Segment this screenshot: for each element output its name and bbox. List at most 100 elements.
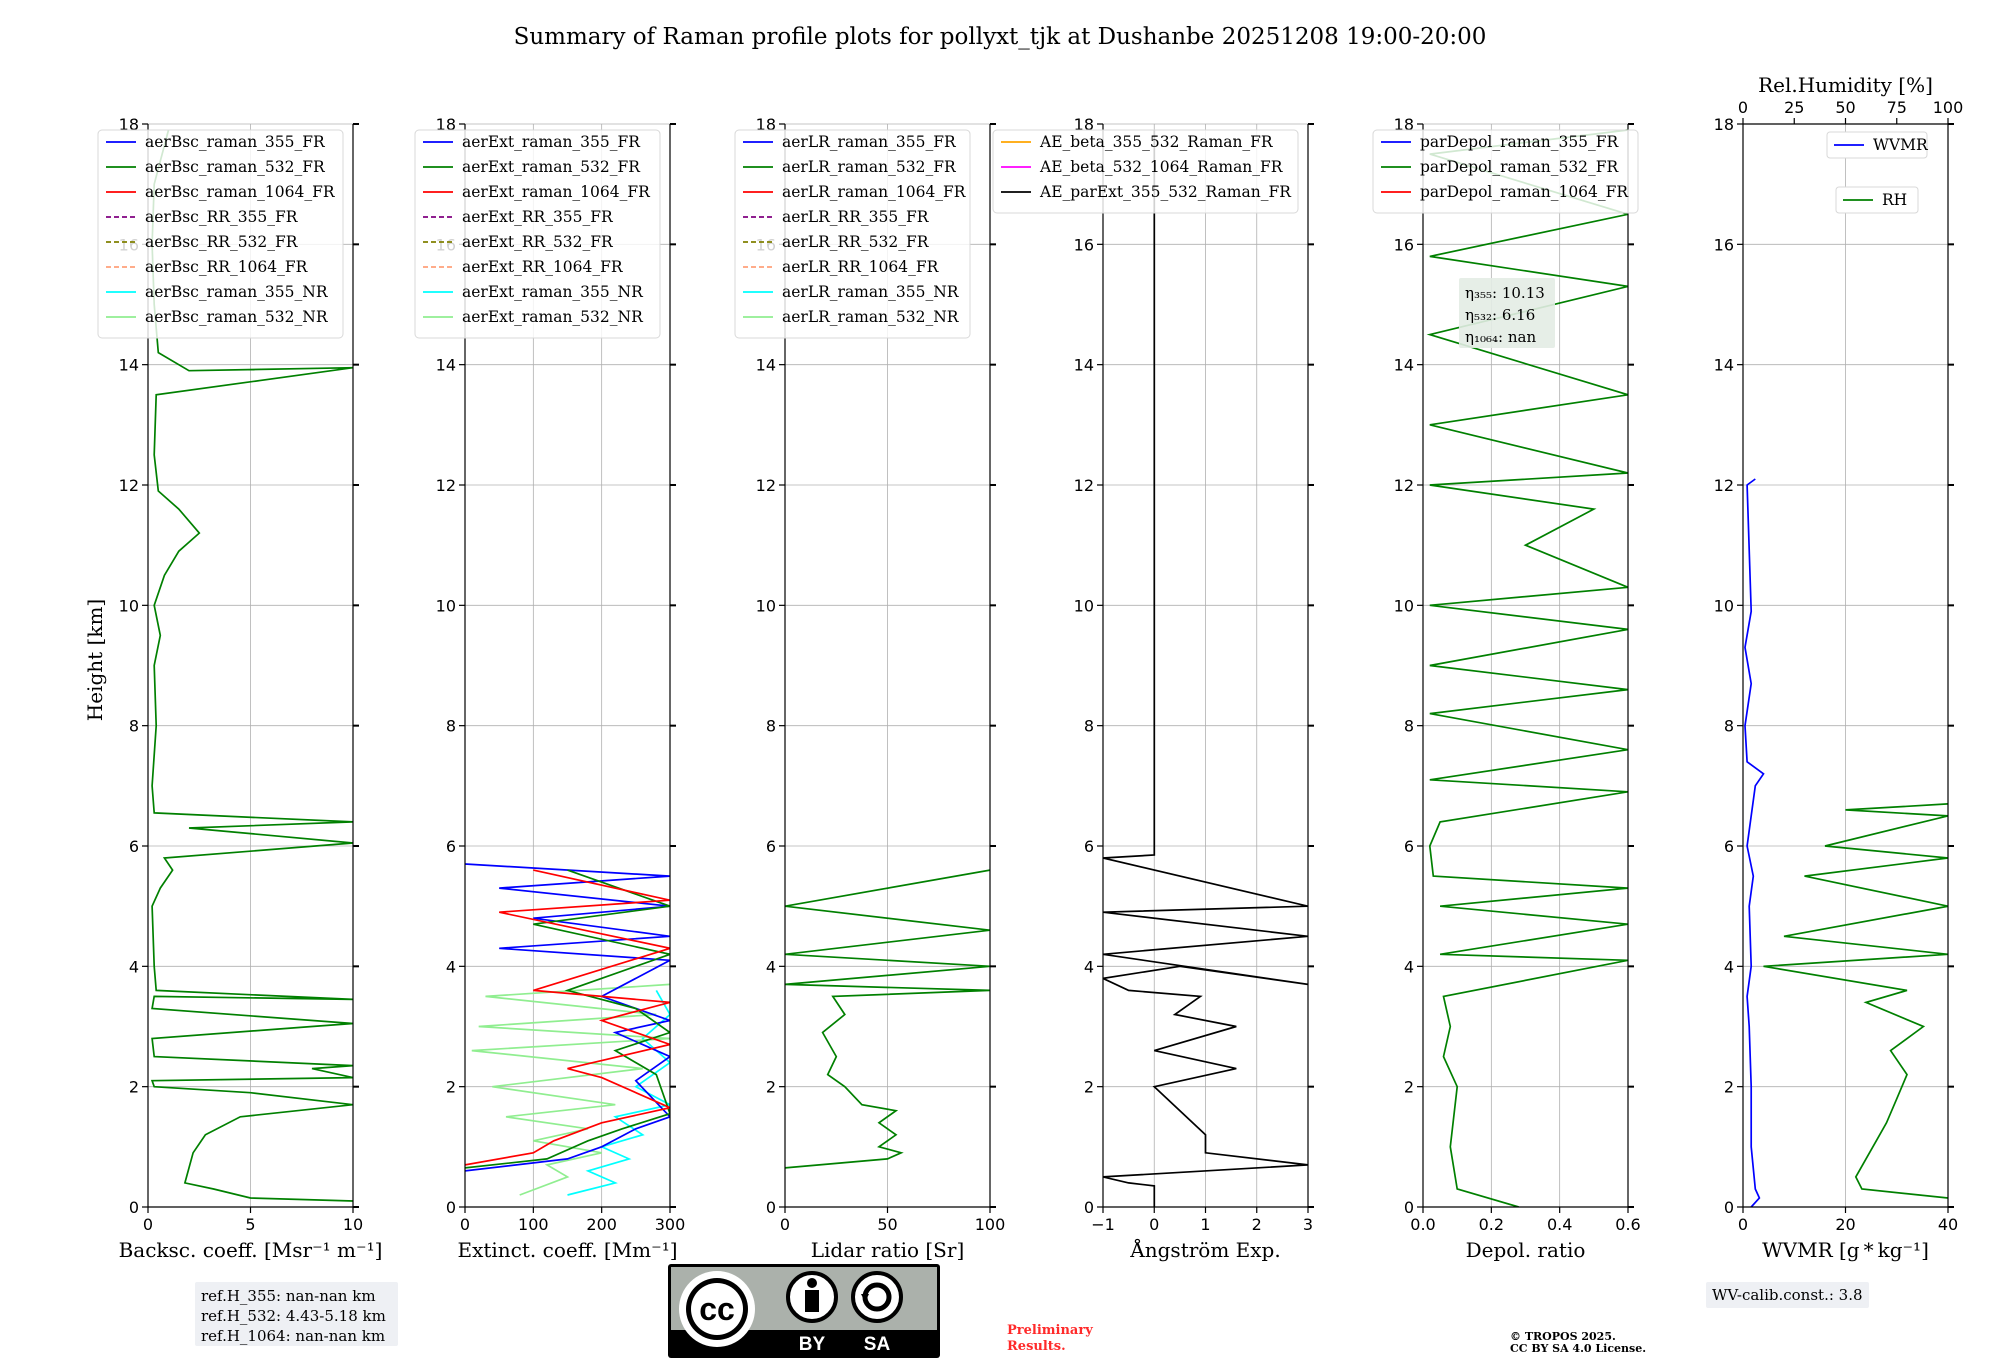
y-tick-label: 12 [1714,476,1734,495]
legend-entry-RH: RH [1835,186,1919,214]
y-tick-label: 6 [766,837,776,856]
y-axis-label: Height [km] [83,599,107,721]
legend: parDepol_raman_355_FR parDepol_raman_532_… [1372,129,1639,214]
legend: aerBsc_raman_355_FR aerBsc_raman_532_FRae… [97,129,344,339]
panel-depolarization: 0 2 4 6 8 10 12 14 16 18 0.0 0.2 0.4 0.6 Depol. ratio p… [1372,115,1641,1262]
y-tick-label: 18 [756,115,776,134]
preliminary-note-line1: Preliminary [1007,1323,1093,1338]
y-tick-label: 0 [129,1198,139,1217]
y-tick-label: 2 [1724,1078,1734,1097]
y-tick-label: 4 [446,957,456,976]
x-tick-label: 0 [780,1215,790,1234]
y-tick-label: 16 [1394,235,1414,254]
y-tick-label: 8 [766,717,776,736]
x-tick-label: 100 [518,1215,549,1234]
y-tick-label: 8 [1724,717,1734,736]
y-tick-label: 14 [436,356,456,375]
legend-label: aerExt_raman_532_FR [462,158,641,176]
y-tick-label: 2 [766,1078,776,1097]
series-aerExt_raman_532_FR [465,869,670,1169]
y-tick-label: 2 [129,1078,139,1097]
y-tick-label: 12 [436,476,456,495]
y-tick-label: 10 [1074,596,1094,615]
top-axis-label: Rel.Humidity [%] [1758,73,1933,97]
legend-box [97,129,344,339]
x-tick-label: 1 [1200,1215,1210,1234]
x-axis-label: Lidar ratio [Sr] [811,1238,965,1262]
legend-label: aerBsc_raman_532_FR [145,158,326,176]
legend-label: aerBsc_RR_355_FR [145,208,299,226]
y-tick-label: 0 [766,1198,776,1217]
x-axis-label: WVMR [g * kg⁻¹] [1762,1238,1929,1262]
y-tick-label: 0 [446,1198,456,1217]
y-tick-label: 8 [1404,717,1414,736]
legend-label: aerLR_raman_532_NR [782,308,960,326]
y-tick-label: 18 [1394,115,1414,134]
series-RH [1763,803,1948,1199]
legend-label: aerExt_RR_532_FR [462,233,614,251]
cc-by-sa-badge: cc BY SA [668,1264,940,1358]
x-tick-label: 200 [586,1215,617,1234]
top-tick-label: 100 [1933,98,1964,117]
y-tick-label: 8 [446,717,456,736]
legend-label: aerExt_raman_355_NR [462,283,644,301]
eta-annotation: η₃₅₅: 10.13 η₅₃₂: 6.16 η₁₀₆₄: nan [1459,278,1555,348]
annotation-box [1459,278,1555,348]
y-tick-label: 4 [1084,957,1094,976]
y-tick-label: 6 [1084,837,1094,856]
series-AE_parExt_355_532_Raman_FR [1103,130,1308,1207]
y-tick-label: 2 [446,1078,456,1097]
y-tick-label: 10 [436,596,456,615]
y-tick-label: 8 [129,717,139,736]
y-tick-label: 10 [756,596,776,615]
legend-label: aerLR_RR_355_FR [782,208,930,226]
x-axis-label: Ångström Exp. [1129,1237,1280,1262]
legend-label: parDepol_raman_355_FR [1420,133,1620,151]
legend-label: aerLR_raman_532_FR [782,158,957,176]
panel-lidar-ratio: 024681012141618050100Lidar ratio [Sr]aer… [734,115,1005,1262]
legend-label: aerBsc_raman_355_NR [145,283,329,301]
x-tick-label: 40 [1938,1215,1958,1234]
panels: 0246810121416180510Backsc. coeff. [Msr⁻¹… [97,73,1964,1262]
ref-height-1064: ref.H_1064: nan-nan km [201,1327,385,1345]
legend-label: aerExt_RR_1064_FR [462,258,624,276]
x-axis-label: Extinct. coeff. [Mm⁻¹] [457,1238,677,1262]
legend-label: aerExt_raman_355_FR [462,133,641,151]
series-aerBsc_raman_532_FR [150,129,353,1202]
legend-label: AE_beta_355_532_Raman_FR [1039,133,1274,151]
x-tick-label: 0.2 [1479,1215,1504,1234]
y-tick-label: 18 [1714,115,1734,134]
legend-entry-WVMR: WVMR [1826,131,1929,159]
series-aerLR_raman_532_FR [785,869,990,1169]
eta-value: η₁₀₆₄: nan [1465,328,1536,346]
y-tick-label: 12 [1074,476,1094,495]
legend-label: RH [1882,191,1907,209]
x-tick-label: 3 [1303,1215,1313,1234]
legend-box [1835,186,1919,214]
series-WVMR [1744,478,1765,1207]
legend-label: aerLR_RR_1064_FR [782,258,940,276]
legend-label: aerExt_raman_1064_FR [462,183,651,201]
legend-label: aerLR_raman_355_FR [782,133,957,151]
legend-label: aerBsc_raman_1064_FR [145,183,336,201]
x-tick-label: 0.6 [1615,1215,1640,1234]
y-tick-label: 6 [1724,837,1734,856]
x-tick-label: 0 [1738,1215,1748,1234]
x-axis-label: Backsc. coeff. [Msr⁻¹ m⁻¹] [119,1238,383,1262]
sa-label: SA [864,1334,891,1355]
x-tick-label: 0.0 [1410,1215,1435,1234]
top-tick-label: 25 [1784,98,1804,117]
x-axis-label: Depol. ratio [1466,1238,1586,1262]
legend-box [992,129,1299,214]
legend-label: aerBsc_raman_532_NR [145,308,329,326]
panel-backscatter: 0246810121416180510Backsc. coeff. [Msr⁻¹… [97,115,383,1262]
legend: aerLR_raman_355_FR aerLR_raman_532_FR aerL… [734,129,971,339]
ref-heights-box: ref.H_355: nan-nan km ref.H_532: 4.43-5.… [195,1282,398,1346]
legend-box [1826,131,1928,159]
wv-calib-box: WV-calib.const.: 3.8 [1706,1282,1869,1308]
y-tick-label: 6 [1404,837,1414,856]
legend-label: AE_parExt_355_532_Raman_FR [1039,183,1292,201]
y-tick-label: 14 [1074,356,1094,375]
legend-label: aerExt_raman_532_NR [462,308,644,326]
